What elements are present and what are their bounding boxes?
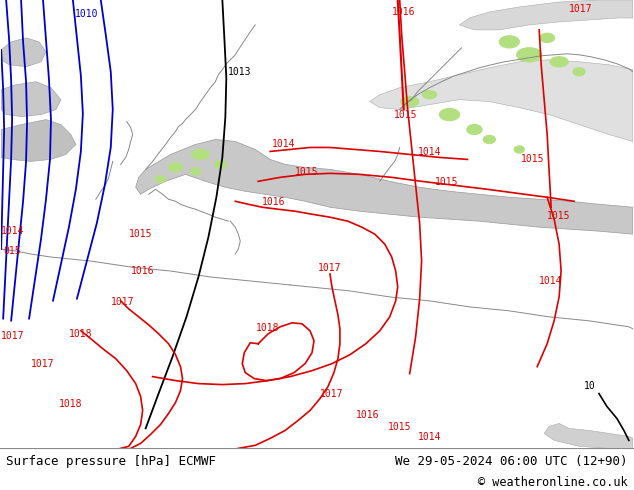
Text: 1017: 1017 [318, 263, 342, 273]
Text: Surface pressure [hPa] ECMWF: Surface pressure [hPa] ECMWF [6, 455, 216, 468]
Ellipse shape [214, 160, 226, 169]
Text: 10: 10 [584, 381, 596, 391]
Ellipse shape [155, 176, 165, 183]
Text: 1016: 1016 [356, 411, 379, 420]
Polygon shape [460, 0, 633, 30]
Text: 1018: 1018 [256, 323, 280, 333]
Ellipse shape [500, 36, 519, 48]
Ellipse shape [467, 124, 482, 135]
Text: 1014: 1014 [418, 432, 441, 442]
Text: 1015: 1015 [434, 177, 458, 187]
Polygon shape [1, 38, 46, 67]
Ellipse shape [169, 163, 183, 172]
Text: 1015: 1015 [129, 229, 152, 239]
Text: 1014: 1014 [418, 147, 441, 157]
Polygon shape [544, 423, 633, 448]
Text: 1010: 1010 [75, 9, 98, 19]
Text: 1014: 1014 [272, 140, 295, 149]
Polygon shape [1, 82, 61, 117]
Ellipse shape [483, 136, 495, 144]
Ellipse shape [439, 109, 460, 121]
Text: 1017: 1017 [320, 389, 344, 398]
Ellipse shape [550, 57, 568, 67]
Text: 1017: 1017 [569, 4, 593, 14]
Text: 1014: 1014 [1, 226, 25, 236]
Ellipse shape [423, 91, 437, 98]
Text: 1013: 1013 [228, 67, 252, 77]
Text: 1017: 1017 [111, 297, 134, 307]
Text: 1015: 1015 [394, 110, 417, 120]
Polygon shape [136, 140, 633, 234]
Text: 1017: 1017 [31, 359, 55, 368]
Ellipse shape [190, 168, 200, 175]
Ellipse shape [573, 68, 585, 76]
Text: 1016: 1016 [392, 7, 415, 17]
Ellipse shape [540, 33, 555, 42]
Text: 1017: 1017 [1, 331, 25, 341]
Text: 1016: 1016 [131, 266, 154, 276]
Text: 1015: 1015 [521, 154, 545, 165]
Ellipse shape [401, 97, 418, 107]
Text: 015: 015 [3, 246, 21, 256]
Text: © weatheronline.co.uk: © weatheronline.co.uk [478, 476, 628, 489]
Polygon shape [1, 120, 76, 161]
Text: 1014: 1014 [539, 276, 563, 286]
Text: 1015: 1015 [547, 211, 571, 221]
Ellipse shape [191, 149, 209, 159]
Text: 1018: 1018 [69, 329, 93, 339]
Polygon shape [370, 60, 633, 142]
Ellipse shape [514, 146, 524, 153]
Text: We 29-05-2024 06:00 UTC (12+90): We 29-05-2024 06:00 UTC (12+90) [395, 455, 628, 468]
Ellipse shape [517, 48, 541, 62]
Text: 1016: 1016 [262, 197, 286, 207]
Text: 1015: 1015 [295, 168, 318, 177]
Text: 1015: 1015 [388, 422, 411, 432]
Text: 1018: 1018 [59, 398, 82, 409]
